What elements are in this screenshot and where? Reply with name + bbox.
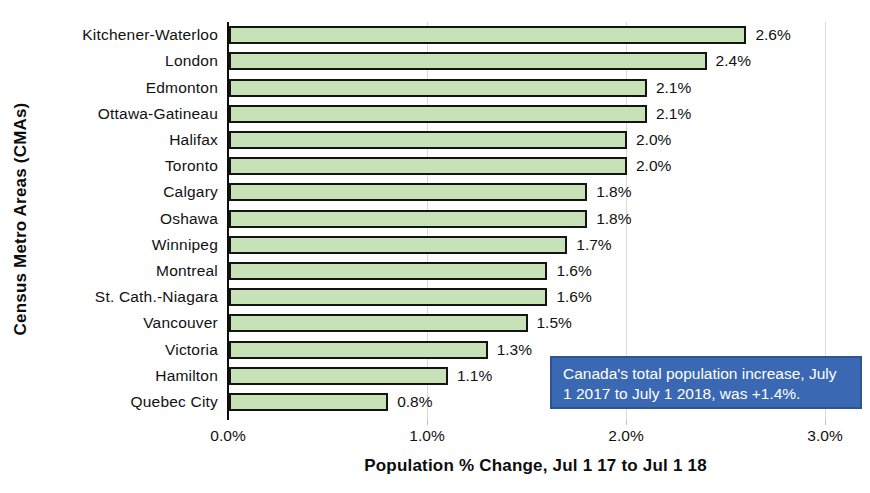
value-label: 2.0% (636, 131, 671, 149)
category-label: Quebec City (0, 393, 229, 411)
bar-zone: 1.8% (229, 179, 870, 205)
value-label: 1.5% (537, 314, 572, 332)
bar-zone: 2.0% (229, 153, 870, 179)
bar-row: Halifax 2.0% (0, 127, 870, 153)
tick-mark (626, 420, 627, 425)
category-label: Toronto (0, 157, 229, 175)
category-label: Calgary (0, 183, 229, 201)
category-label: Winnipeg (0, 236, 229, 254)
value-label: 2.0% (636, 157, 671, 175)
bar (229, 210, 587, 228)
bar-row: London 2.4% (0, 48, 870, 74)
bar (229, 157, 627, 175)
annotation-box: Canada's total population increase, July… (550, 356, 862, 409)
bar-row: Oshawa 1.8% (0, 205, 870, 231)
bar-row: St. Cath.-Niagara 1.6% (0, 284, 870, 310)
value-label: 2.4% (716, 52, 751, 70)
category-label: Ottawa-Gatineau (0, 105, 229, 123)
bar-zone: 1.6% (229, 258, 870, 284)
category-label: Kitchener-Waterloo (0, 26, 229, 44)
bar (229, 393, 388, 411)
bar (229, 288, 547, 306)
value-label: 1.6% (556, 262, 591, 280)
bar-zone: 1.5% (229, 310, 870, 336)
bar-row: Toronto 2.0% (0, 153, 870, 179)
bar-zone: 1.8% (229, 205, 870, 231)
x-axis-tick-labels: 0.0% 1.0% 2.0% 3.0% (0, 427, 870, 447)
tick-mark (427, 420, 428, 425)
bar (229, 105, 647, 123)
bar (229, 26, 746, 44)
category-label: Halifax (0, 131, 229, 149)
category-label: St. Cath.-Niagara (0, 288, 229, 306)
bar (229, 131, 627, 149)
tick-mark (825, 420, 826, 425)
x-tick-label: 0.0% (210, 427, 245, 445)
value-label: 2.6% (755, 26, 790, 44)
category-label: Montreal (0, 262, 229, 280)
x-axis-title: Population % Change, Jul 1 17 to Jul 1 1… (228, 456, 843, 476)
bar-row: Edmonton 2.1% (0, 74, 870, 100)
value-label: 1.1% (457, 367, 492, 385)
value-label: 1.7% (576, 236, 611, 254)
category-label: London (0, 52, 229, 70)
category-label: Hamilton (0, 367, 229, 385)
value-label: 0.8% (397, 393, 432, 411)
x-tick-label: 1.0% (409, 427, 444, 445)
bar-row: Winnipeg 1.7% (0, 232, 870, 258)
bar-zone: 1.6% (229, 284, 870, 310)
bar-zone: 2.4% (229, 48, 870, 74)
bar (229, 314, 528, 332)
bar-zone: 1.7% (229, 232, 870, 258)
population-change-bar-chart: Kitchener-Waterloo 2.6% London 2.4% Edmonton… (0, 0, 870, 493)
value-label: 1.8% (596, 183, 631, 201)
category-label: Vancouver (0, 314, 229, 332)
bar (229, 79, 647, 97)
bar-row: Montreal 1.6% (0, 258, 870, 284)
category-label: Victoria (0, 341, 229, 359)
bar (229, 367, 448, 385)
bar (229, 183, 587, 201)
bar-zone: 2.1% (229, 101, 870, 127)
bar-zone: 2.0% (229, 127, 870, 153)
x-tick-label: 3.0% (807, 427, 842, 445)
bar-zone: 2.6% (229, 22, 870, 48)
x-tick-label: 2.0% (608, 427, 643, 445)
bar (229, 52, 707, 70)
category-label: Edmonton (0, 79, 229, 97)
bar-row: Kitchener-Waterloo 2.6% (0, 22, 870, 48)
bar-row: Vancouver 1.5% (0, 310, 870, 336)
bar-row: Ottawa-Gatineau 2.1% (0, 101, 870, 127)
value-label: 1.8% (596, 210, 631, 228)
bar (229, 236, 567, 254)
category-label: Oshawa (0, 210, 229, 228)
bar-zone: 2.1% (229, 74, 870, 100)
value-label: 1.6% (556, 288, 591, 306)
bar (229, 262, 547, 280)
bar-row: Calgary 1.8% (0, 179, 870, 205)
value-label: 2.1% (656, 79, 691, 97)
value-label: 1.3% (497, 341, 532, 359)
y-axis-title: Census Metro Areas (CMAs) (11, 103, 31, 336)
value-label: 2.1% (656, 105, 691, 123)
bar (229, 341, 488, 359)
